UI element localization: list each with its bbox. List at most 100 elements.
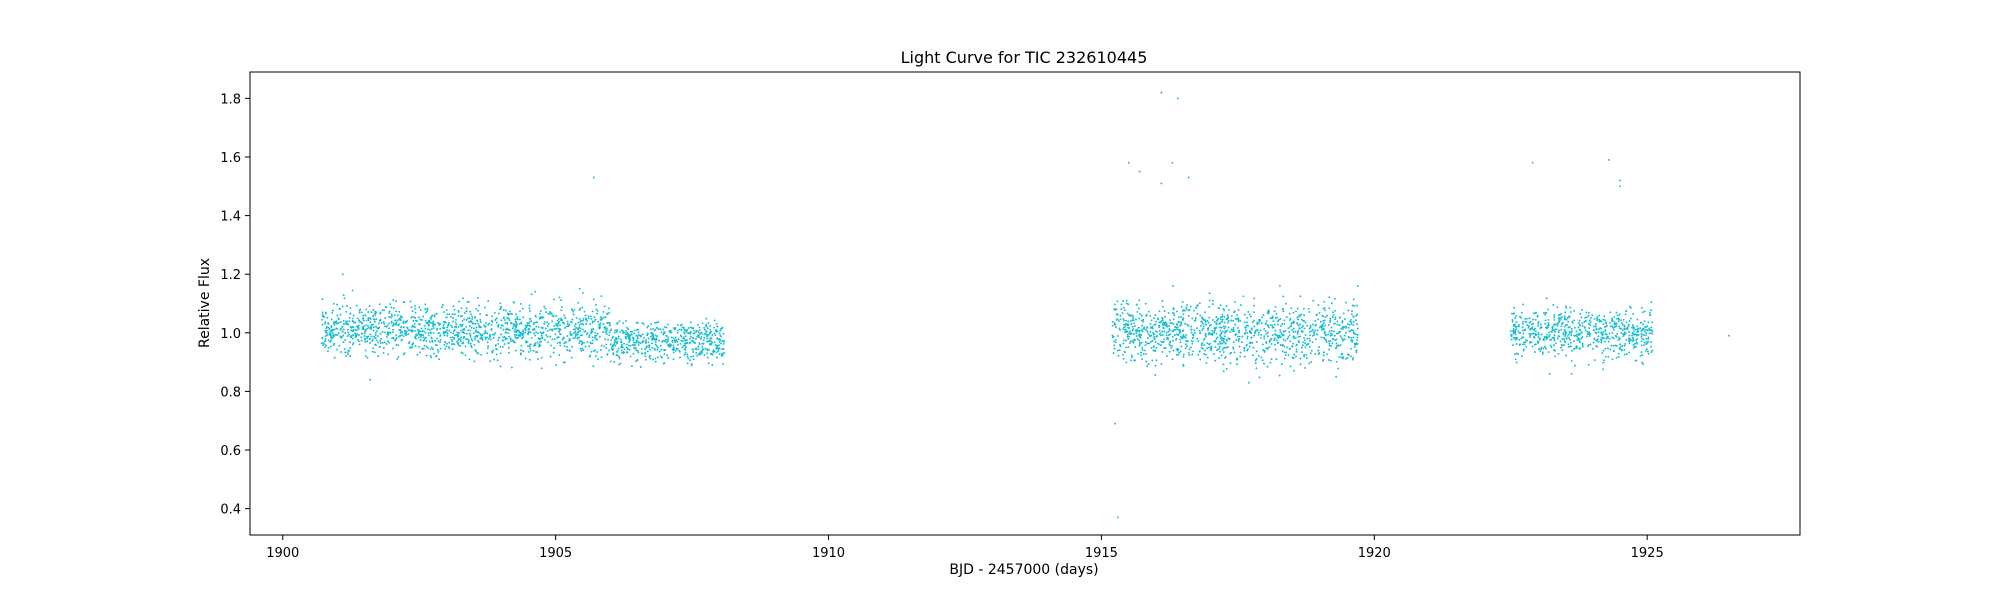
data-point (1161, 317, 1164, 320)
data-point (588, 345, 591, 348)
data-point (683, 328, 686, 331)
data-point (1143, 349, 1146, 352)
data-point (695, 337, 697, 340)
data-point (347, 323, 350, 326)
data-point (1274, 329, 1277, 332)
x-axis: 1900 1905 1910 1915 1920 1925 (266, 535, 1664, 561)
data-point (1597, 335, 1600, 338)
data-point (1611, 325, 1614, 328)
data-point (1651, 321, 1654, 324)
data-point (1192, 350, 1195, 353)
data-point (494, 332, 497, 335)
data-point (481, 339, 484, 341)
data-point (536, 332, 539, 335)
data-point (537, 345, 540, 348)
data-point (1250, 337, 1253, 339)
data-point (1123, 319, 1125, 322)
data-point (410, 316, 413, 319)
data-point (1142, 353, 1145, 355)
data-point (1223, 335, 1226, 338)
data-point (373, 335, 376, 338)
data-point (1125, 319, 1128, 322)
data-point (588, 334, 591, 337)
data-point (655, 337, 658, 340)
data-point (353, 321, 356, 324)
data-point (1347, 326, 1350, 329)
data-point (545, 334, 548, 337)
data-point (1355, 351, 1358, 354)
data-point (1517, 323, 1520, 326)
data-point (1354, 333, 1357, 336)
data-point (1569, 345, 1572, 348)
data-point (356, 326, 359, 329)
data-point (1239, 351, 1242, 354)
data-point (646, 345, 648, 348)
data-point (1154, 341, 1157, 343)
data-point (1224, 332, 1227, 334)
data-point (1244, 326, 1247, 328)
data-point (1246, 337, 1249, 340)
data-point (1149, 323, 1152, 325)
data-point (1147, 342, 1150, 345)
data-point (1525, 345, 1528, 348)
data-point (1645, 348, 1648, 351)
data-point (1650, 326, 1653, 329)
data-point (1616, 332, 1619, 335)
data-point (664, 340, 667, 343)
data-point (386, 340, 389, 343)
data-point (1514, 325, 1517, 327)
data-point (1214, 346, 1217, 349)
data-point (1270, 342, 1273, 345)
data-point (1330, 326, 1333, 329)
data-point (330, 339, 333, 342)
data-point (453, 313, 456, 316)
data-point (1324, 309, 1326, 312)
data-point (1534, 343, 1537, 346)
data-point (1595, 328, 1598, 331)
data-point (1206, 347, 1209, 350)
data-point (1115, 308, 1118, 311)
data-point (676, 343, 679, 346)
data-point (589, 341, 592, 344)
data-point (703, 333, 706, 335)
data-point (1145, 360, 1148, 363)
data-point (1544, 319, 1547, 322)
data-point (1160, 340, 1163, 343)
data-point (405, 332, 408, 335)
data-point (1195, 305, 1198, 308)
data-point (365, 308, 368, 311)
data-point (1551, 325, 1554, 328)
data-point (522, 336, 525, 339)
data-point (1323, 300, 1326, 303)
data-point (332, 334, 334, 337)
data-point (1322, 359, 1324, 362)
data-point (425, 321, 428, 324)
data-point (1163, 347, 1166, 350)
data-point (1641, 328, 1644, 331)
data-point (434, 355, 437, 358)
data-point (369, 337, 371, 340)
data-point (333, 356, 336, 359)
data-point (713, 350, 716, 353)
data-point (1283, 322, 1286, 325)
data-point (1289, 340, 1292, 343)
data-point (595, 303, 598, 306)
data-point (1632, 333, 1635, 336)
data-point (647, 341, 650, 344)
data-point (1532, 332, 1535, 335)
data-point (1618, 325, 1620, 328)
data-point (1225, 338, 1228, 341)
data-point (1257, 354, 1260, 357)
data-point (1249, 315, 1252, 318)
data-point (1339, 344, 1342, 347)
data-point (1571, 349, 1573, 352)
data-point (432, 348, 435, 351)
data-point (526, 345, 529, 348)
data-point (427, 334, 430, 337)
data-point (1114, 323, 1117, 326)
data-point (332, 302, 335, 305)
data-point (426, 322, 429, 325)
data-point (430, 321, 432, 324)
data-point (1520, 311, 1523, 314)
data-point (1253, 304, 1256, 307)
